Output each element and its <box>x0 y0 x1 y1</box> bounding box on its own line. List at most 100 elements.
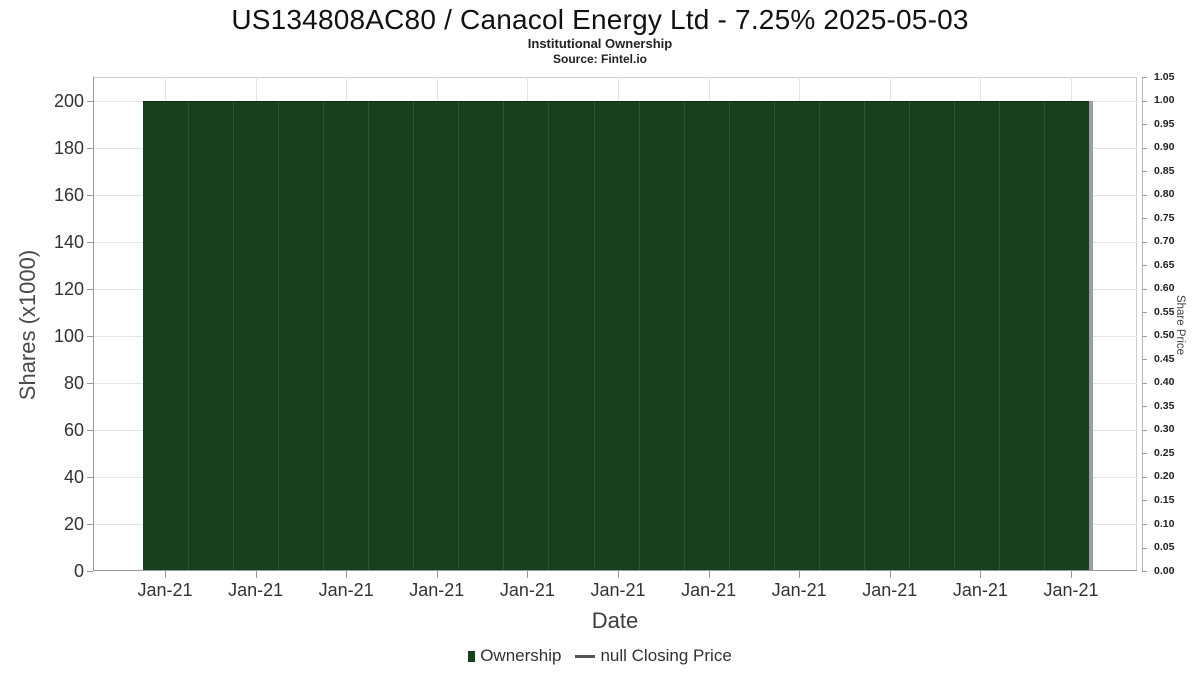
ownership-bar <box>323 100 369 571</box>
right-axis-title: Share Price <box>1174 294 1186 356</box>
right-axis-tick-label: 1.00 <box>1154 94 1175 106</box>
right-axis-tick <box>1142 524 1147 525</box>
right-axis-tick <box>1142 406 1147 408</box>
left-axis-tick <box>87 147 93 149</box>
left-axis-tick <box>87 335 93 337</box>
ownership-bar <box>188 100 234 571</box>
x-axis-tick-label: Jan-21 <box>771 580 827 600</box>
ownership-bar <box>728 100 775 571</box>
ownership-bar <box>863 100 910 571</box>
ownership-bar <box>368 100 414 571</box>
x-axis-tick-label: Jan-21 <box>137 580 193 600</box>
chart-subtitle: Institutional Ownership <box>527 36 673 51</box>
ownership-bar <box>953 100 1000 571</box>
ownership-bar <box>773 100 820 571</box>
right-axis-tick <box>1142 100 1147 102</box>
left-axis-tick-label: 180 <box>53 137 84 158</box>
right-axis-tick <box>1142 288 1147 290</box>
x-axis-tick-label: Jan-21 <box>590 580 646 600</box>
x-axis-tick-label: Jan-21 <box>499 580 555 600</box>
ownership-bar <box>593 100 640 571</box>
right-axis-tick <box>1142 241 1147 243</box>
right-axis-tick-label: 0.50 <box>1154 329 1175 342</box>
right-axis-tick-label: 0.70 <box>1154 235 1175 248</box>
x-axis-tick-label: Jan-21 <box>228 580 284 600</box>
x-axis-tick-label: Jan-21 <box>681 580 737 600</box>
right-axis-tick <box>1142 547 1147 549</box>
legend-item-ownership[interactable]: Ownership <box>468 646 561 666</box>
right-axis-tick <box>1142 265 1147 267</box>
legend-label-ownership: Ownership <box>480 646 562 665</box>
chart-legend: Ownership null Closing Price <box>0 646 1200 666</box>
right-axis-tick <box>1142 218 1147 220</box>
right-axis-tick <box>1142 171 1147 173</box>
left-axis-tick <box>87 100 93 102</box>
x-axis-tick <box>165 571 166 578</box>
left-axis-tick-label: 80 <box>63 372 84 393</box>
chart-title: US134808AC80 / Canacol Energy Ltd - 7.25… <box>231 4 969 35</box>
right-axis-tick-label: 0.20 <box>1154 470 1175 483</box>
right-axis-tick-label: 0.55 <box>1154 305 1175 318</box>
chart-source: Source: Fintel.io <box>552 52 647 66</box>
left-axis-tick <box>87 524 93 525</box>
ownership-bar <box>1044 100 1090 571</box>
right-axis-tick-label: 0.25 <box>1154 446 1175 459</box>
ownership-bar-swatch-icon <box>468 650 476 662</box>
right-axis-tick-label: 0.75 <box>1154 211 1175 224</box>
right-axis-tick <box>1142 382 1147 384</box>
legend-item-closing-price[interactable]: null Closing Price <box>575 646 732 666</box>
left-axis-tick-label: 20 <box>63 514 84 534</box>
right-axis-tick-label: 0.35 <box>1154 399 1175 412</box>
left-axis-tick-label: 40 <box>63 466 84 487</box>
left-axis-tick <box>87 429 93 431</box>
right-axis-tick <box>1142 124 1147 125</box>
x-axis-tick <box>1071 571 1072 578</box>
right-axis-tick-label: 0.65 <box>1154 258 1175 271</box>
right-axis-tick-label: 0.40 <box>1154 376 1175 389</box>
left-axis-tick-label: 60 <box>63 419 84 440</box>
right-axis-tick-label: 0.10 <box>1154 517 1175 530</box>
left-axis-line <box>93 77 94 571</box>
right-axis-tick <box>1142 194 1147 196</box>
x-axis-tick <box>889 571 891 578</box>
right-axis-tick-label: 0.15 <box>1154 493 1175 506</box>
last-bar-shadow <box>1089 100 1093 571</box>
x-axis-tick-label: Jan-21 <box>409 580 465 600</box>
right-axis-tick <box>1142 500 1147 502</box>
left-axis-tick-label: 140 <box>53 231 84 252</box>
ownership-bar <box>638 100 685 571</box>
legend-label-closing-price: null Closing Price <box>600 646 732 665</box>
ownership-bar <box>143 100 189 571</box>
right-axis-tick <box>1142 453 1147 455</box>
right-axis-tick <box>1142 429 1147 431</box>
left-axis-tick-label: 160 <box>53 184 84 205</box>
x-axis-tick <box>799 571 801 578</box>
ownership-bar <box>908 100 955 571</box>
x-axis-tick-label: Jan-21 <box>862 580 918 600</box>
right-axis-tick-label: 0.45 <box>1154 352 1175 365</box>
closing-price-line-swatch-icon <box>575 654 596 658</box>
ownership-bar <box>503 100 550 571</box>
right-axis-tick-label: 0.80 <box>1154 188 1175 201</box>
right-axis-tick-label: 0.60 <box>1154 282 1175 295</box>
x-axis-tick <box>527 571 529 578</box>
right-axis-tick-label: 1.05 <box>1154 70 1175 83</box>
right-axis-tick <box>1142 476 1147 478</box>
left-axis-tick-label: 0 <box>73 561 84 581</box>
x-axis-tick-label: Jan-21 <box>952 580 1008 600</box>
left-axis-tick-label: 200 <box>53 90 84 111</box>
ownership-bar <box>683 100 730 571</box>
right-axis-tick-label: 0.85 <box>1154 164 1175 177</box>
right-axis-tick <box>1142 359 1147 361</box>
left-axis-tick <box>87 382 93 384</box>
x-axis-tick-label: Jan-21 <box>318 580 374 600</box>
ownership-bar <box>998 100 1045 571</box>
left-axis-tick <box>87 241 93 243</box>
right-axis-tick-label: 0.30 <box>1154 423 1175 436</box>
left-axis-tick-label: 100 <box>53 325 84 346</box>
x-axis-title: Date <box>591 608 639 633</box>
x-axis-tick <box>346 571 348 578</box>
right-axis-tick <box>1142 312 1147 314</box>
right-axis-tick-label: 0.90 <box>1154 141 1175 154</box>
